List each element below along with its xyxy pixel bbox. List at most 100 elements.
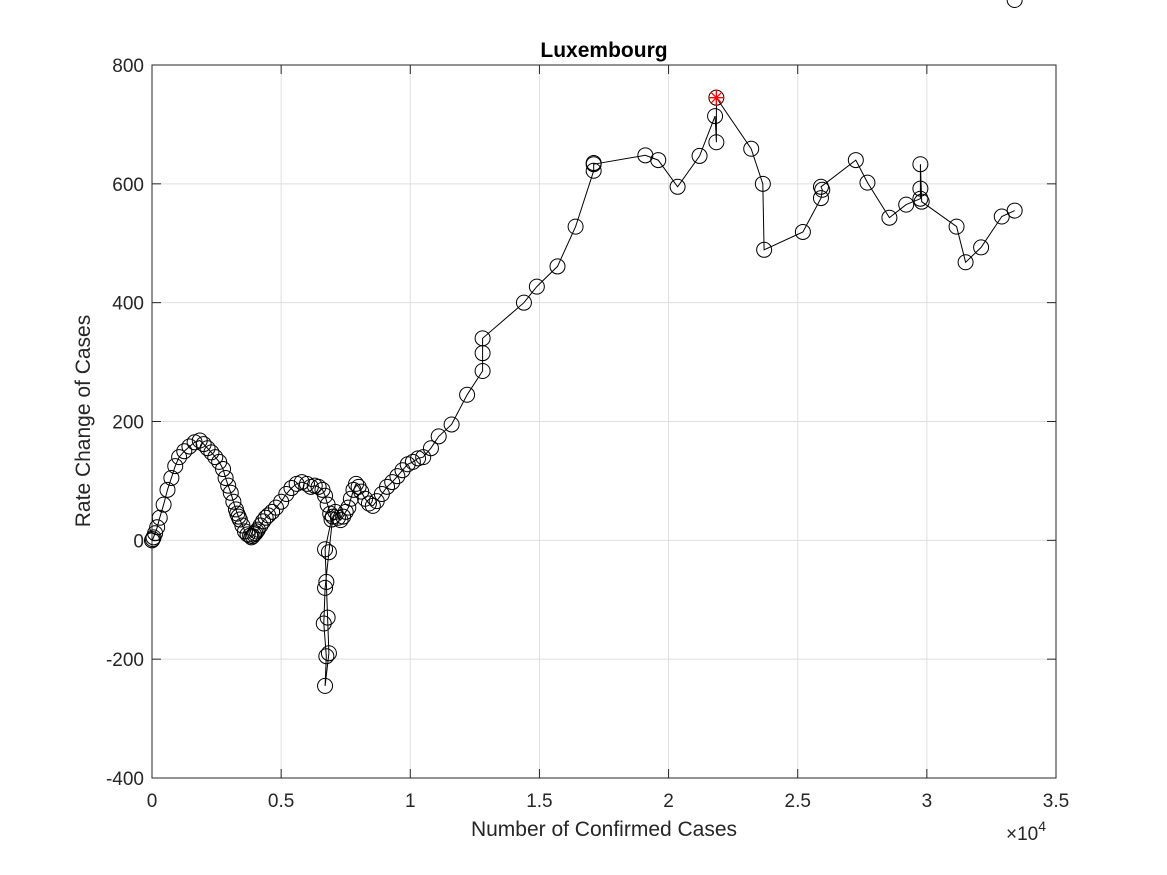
data-point xyxy=(957,254,974,271)
data-point xyxy=(474,362,491,379)
x-exponent-power: 4 xyxy=(1038,818,1046,834)
data-point xyxy=(812,178,829,195)
data-point xyxy=(1006,0,1023,8)
data-point xyxy=(443,416,460,433)
data-point xyxy=(310,478,327,495)
data-point xyxy=(948,218,965,235)
data-point xyxy=(246,526,263,543)
data-point xyxy=(230,508,247,525)
x-tick-label: 3.5 xyxy=(1043,791,1069,812)
data-point xyxy=(298,475,315,492)
data-point xyxy=(317,677,334,694)
data-point xyxy=(323,511,340,528)
data-point xyxy=(207,449,224,466)
data-point xyxy=(320,544,337,561)
data-point xyxy=(360,495,377,512)
data-point xyxy=(973,239,990,256)
data-point xyxy=(249,521,266,538)
x-exponent-label: ×104 xyxy=(1006,818,1046,845)
data-point xyxy=(244,528,261,545)
data-point xyxy=(283,480,300,497)
chart-title: Luxembourg xyxy=(540,39,667,62)
x-tick-label: 2.5 xyxy=(785,791,811,812)
data-point xyxy=(549,258,566,275)
data-point xyxy=(248,523,265,540)
y-tick-label: 400 xyxy=(112,294,144,315)
x-tick-label: 1 xyxy=(405,791,416,812)
data-point xyxy=(364,497,381,514)
data-point xyxy=(847,152,864,169)
data-point xyxy=(236,523,253,540)
data-point xyxy=(317,579,334,596)
x-tick-label: 0.5 xyxy=(268,791,294,812)
data-point xyxy=(389,468,406,485)
y-axis-label: Rate Change of Cases xyxy=(72,315,95,527)
data-point xyxy=(585,162,602,179)
data-point xyxy=(163,469,180,486)
data-point xyxy=(898,196,915,213)
data-point xyxy=(348,475,365,492)
data-point xyxy=(528,278,545,295)
peak-marker xyxy=(708,89,725,106)
data-point xyxy=(881,209,898,226)
data-point xyxy=(754,175,771,192)
data-point xyxy=(159,481,176,498)
data-point xyxy=(273,493,290,510)
data-point xyxy=(379,478,396,495)
data-point xyxy=(812,190,829,207)
x-exponent-base: ×10 xyxy=(1006,824,1038,845)
data-point xyxy=(267,499,284,516)
data-point xyxy=(708,134,725,151)
data-point xyxy=(320,645,337,662)
x-axis-label: Number of Confirmed Cases xyxy=(471,818,737,841)
y-tick-label: -400 xyxy=(106,769,144,790)
data-point xyxy=(176,443,193,460)
data-point xyxy=(318,648,335,665)
y-tick-label: 0 xyxy=(133,531,144,552)
data-point xyxy=(474,330,491,347)
data-point xyxy=(515,294,532,311)
data-point xyxy=(430,428,447,445)
data-point xyxy=(1006,202,1023,219)
data-point xyxy=(912,180,929,197)
data-point xyxy=(220,477,237,494)
data-point xyxy=(340,499,357,516)
data-point xyxy=(247,525,264,542)
data-point xyxy=(317,487,334,504)
data-point xyxy=(404,453,421,470)
data-point xyxy=(317,541,334,558)
data-point xyxy=(669,178,686,195)
peak-marker-stroke xyxy=(710,91,723,104)
y-tick-label: 600 xyxy=(112,175,144,196)
data-point xyxy=(147,525,164,542)
data-point xyxy=(278,485,295,502)
data-layer xyxy=(144,0,1023,694)
data-point xyxy=(257,509,274,526)
data-point xyxy=(993,208,1010,225)
data-point xyxy=(410,450,427,467)
data-point xyxy=(707,108,724,125)
data-point xyxy=(264,503,281,520)
data-point xyxy=(203,444,220,461)
data-point xyxy=(567,218,584,235)
data-point xyxy=(384,474,401,491)
data-point xyxy=(756,241,773,258)
data-point xyxy=(167,458,184,475)
data-point xyxy=(912,156,929,173)
data-point xyxy=(149,519,166,536)
data-point xyxy=(912,190,929,207)
x-tick-label: 0 xyxy=(147,791,158,812)
data-point xyxy=(155,496,172,513)
data-point xyxy=(691,147,708,164)
data-point xyxy=(319,609,336,626)
y-tick-label: 200 xyxy=(112,413,144,434)
data-point xyxy=(859,174,876,191)
data-point xyxy=(814,181,831,198)
data-point xyxy=(459,386,476,403)
x-tick-label: 3 xyxy=(922,791,933,812)
data-point xyxy=(217,469,234,486)
data-point xyxy=(315,615,332,632)
y-tick-label: 800 xyxy=(112,56,144,77)
x-tick-label: 2 xyxy=(663,791,674,812)
